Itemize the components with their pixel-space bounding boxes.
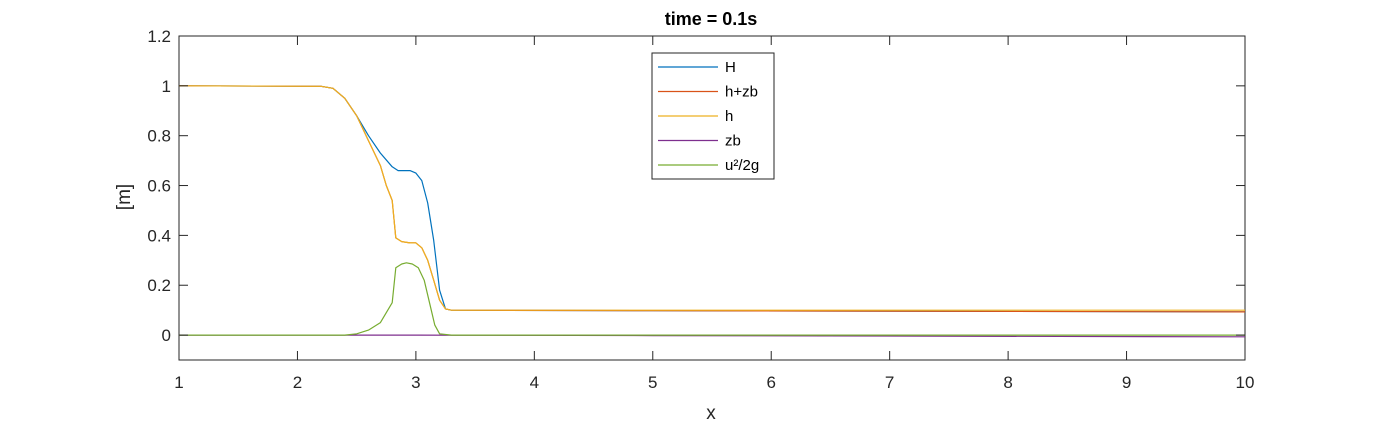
x-tick-label: 10 bbox=[1236, 373, 1255, 392]
ticks-layer: 1 2 3 4 5 6 7 8 9 10 0 0.2 0.4 0.6 0.8 1 1.2 bbox=[147, 27, 1254, 392]
y-tick-label: 1 bbox=[162, 77, 171, 96]
y-tick-label: 1.2 bbox=[147, 27, 171, 46]
y-tick-label: 0.4 bbox=[147, 226, 171, 245]
y-tick-label: 0.2 bbox=[147, 276, 171, 295]
x-tick-label: 5 bbox=[648, 373, 657, 392]
y-tick-label: 0.6 bbox=[147, 177, 171, 196]
legend-label-4: u²/2g bbox=[725, 157, 759, 174]
x-tick-label: 6 bbox=[766, 373, 775, 392]
legend-label-3: zb bbox=[725, 133, 741, 150]
y-tick-label: 0 bbox=[162, 326, 171, 345]
x-tick-label: 9 bbox=[1122, 373, 1131, 392]
legend: Hh+zb h zb u²/2g bbox=[651, 52, 775, 180]
series-line-4 bbox=[179, 262, 1245, 336]
legend-label-2: h bbox=[725, 108, 733, 125]
chart-title: time = 0.1s bbox=[665, 9, 758, 29]
y-axis-label: [m] bbox=[114, 184, 135, 210]
x-tick-label: 4 bbox=[530, 373, 539, 392]
series-line-2 bbox=[178, 85, 1245, 311]
x-axis-label: x bbox=[706, 403, 716, 424]
x-tick-label: 2 bbox=[293, 373, 302, 392]
legend-label-1: h+zb bbox=[725, 84, 758, 101]
x-tick-label: 3 bbox=[411, 373, 420, 392]
y-tick-label: 0.8 bbox=[147, 127, 171, 146]
series-layer bbox=[178, 85, 1246, 338]
x-tick-label: 1 bbox=[174, 373, 183, 392]
legend-label-0: H bbox=[725, 59, 736, 76]
x-tick-label: 8 bbox=[1003, 373, 1012, 392]
legend-items: Hh+zb h zb u²/2g bbox=[658, 59, 759, 174]
x-tick-label: 7 bbox=[885, 373, 894, 392]
